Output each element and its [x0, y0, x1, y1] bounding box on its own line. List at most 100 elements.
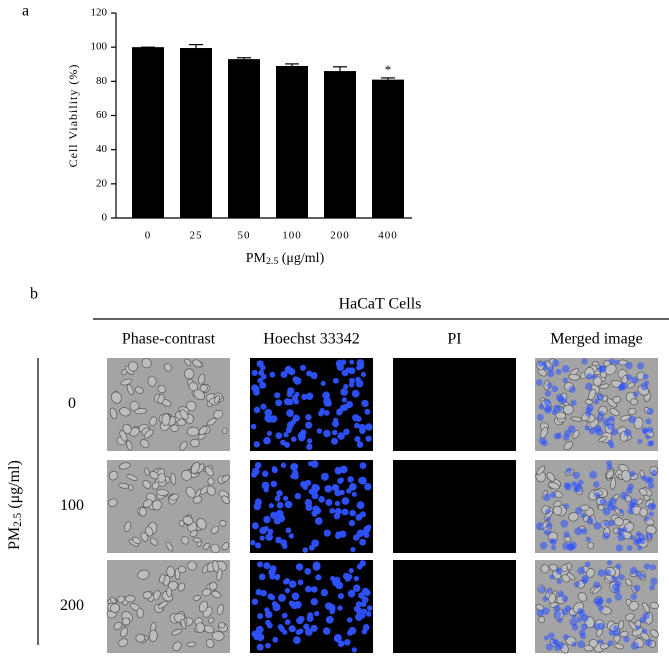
- nucleus: [284, 587, 291, 594]
- nucleus: [577, 479, 584, 486]
- nucleus: [571, 641, 577, 647]
- nucleus: [341, 397, 347, 403]
- nucleus: [622, 526, 628, 533]
- nucleus: [569, 618, 578, 627]
- nucleus: [606, 597, 612, 604]
- nucleus: [556, 578, 563, 585]
- nucleus: [256, 633, 265, 642]
- nucleus: [292, 414, 300, 422]
- nucleus: [269, 594, 276, 601]
- nucleus: [344, 639, 351, 646]
- nucleus: [293, 463, 299, 469]
- nucleus: [364, 408, 371, 415]
- nucleus: [645, 532, 653, 540]
- nucleus: [315, 574, 322, 581]
- cell: [189, 530, 198, 537]
- nucleus: [631, 376, 639, 384]
- nucleus: [347, 630, 353, 636]
- nucleus: [351, 647, 357, 653]
- nucleus: [539, 541, 548, 550]
- nucleus: [617, 384, 625, 392]
- nucleus: [325, 498, 333, 506]
- cell: [630, 398, 638, 406]
- nucleus: [649, 584, 656, 591]
- nucleus: [544, 390, 552, 397]
- cell: [122, 617, 131, 626]
- nucleus: [597, 639, 604, 645]
- nucleus: [548, 632, 555, 639]
- column-header: Phase-contrast: [122, 331, 216, 348]
- nucleus: [561, 595, 569, 602]
- cell: [211, 590, 222, 599]
- cell: [140, 439, 150, 448]
- label-main: PM: [6, 527, 23, 550]
- nucleus: [306, 443, 313, 450]
- cell: [639, 487, 648, 496]
- nucleus: [290, 601, 299, 610]
- nucleus: [608, 415, 615, 423]
- nucleus: [616, 527, 625, 536]
- cell: [587, 542, 595, 550]
- cell: [165, 541, 174, 552]
- nucleus: [554, 644, 561, 651]
- nucleus: [562, 377, 569, 384]
- nucleus: [303, 623, 310, 630]
- nucleus: [290, 473, 296, 479]
- nucleus: [547, 366, 554, 372]
- cell: [186, 426, 200, 437]
- nucleus: [323, 529, 331, 537]
- x-tick-label: 0: [145, 230, 152, 242]
- nucleus: [365, 611, 372, 617]
- cell: [183, 368, 195, 380]
- nucleus: [545, 643, 554, 651]
- cell: [625, 613, 635, 621]
- nucleus: [314, 517, 323, 525]
- nucleus: [260, 589, 268, 597]
- nucleus: [614, 580, 622, 588]
- nucleus: [361, 587, 370, 596]
- nucleus: [343, 383, 349, 390]
- nucleus: [578, 629, 586, 637]
- cell: [563, 441, 573, 451]
- cell: [212, 631, 225, 641]
- bar: [228, 59, 260, 218]
- nucleus: [259, 526, 267, 535]
- nucleus: [581, 614, 589, 622]
- nucleus: [287, 387, 295, 395]
- nucleus: [320, 472, 329, 481]
- nucleus: [580, 527, 588, 535]
- nucleus: [275, 536, 282, 544]
- cell: [142, 591, 152, 600]
- nucleus: [361, 399, 369, 408]
- nucleus: [544, 405, 552, 414]
- nucleus: [305, 421, 313, 429]
- nucleus: [348, 568, 354, 574]
- nucleus: [352, 584, 361, 592]
- nucleus: [555, 368, 562, 375]
- nucleus: [585, 407, 592, 414]
- nucleus: [536, 379, 543, 386]
- nucleus: [339, 489, 345, 496]
- nucleus: [586, 516, 594, 525]
- cell: [628, 600, 639, 611]
- y-tick-label: 20: [96, 177, 108, 189]
- cell: [192, 495, 203, 504]
- nucleus: [285, 426, 293, 434]
- nucleus: [356, 501, 365, 510]
- nucleus: [642, 373, 649, 380]
- nucleus: [593, 398, 600, 405]
- nucleus: [308, 544, 315, 551]
- cell: [177, 565, 187, 574]
- nucleus: [255, 588, 262, 596]
- nucleus: [257, 377, 264, 384]
- nucleus: [359, 462, 367, 470]
- nucleus: [361, 628, 368, 635]
- nucleus: [642, 612, 650, 620]
- nucleus: [593, 581, 601, 589]
- nucleus: [609, 497, 617, 505]
- nucleus: [629, 470, 636, 477]
- nucleus: [336, 409, 342, 416]
- nucleus: [331, 437, 338, 445]
- cell: [552, 505, 563, 516]
- nucleus: [606, 560, 613, 566]
